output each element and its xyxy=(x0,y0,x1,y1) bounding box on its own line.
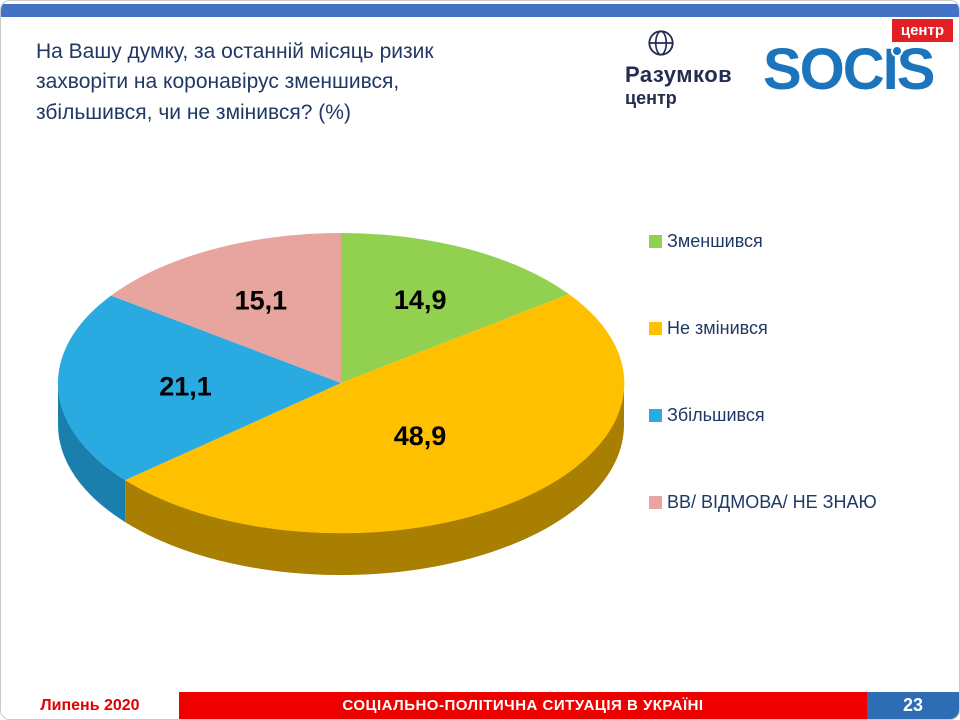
pie-slice-side xyxy=(57,383,126,523)
legend-item: Збільшився xyxy=(649,405,877,426)
pie-value-label: 14,9 xyxy=(394,285,447,315)
legend-label: Не змінився xyxy=(667,318,768,338)
pie-value-label: 21,1 xyxy=(159,371,212,401)
pie-slice-side xyxy=(125,383,624,576)
socis-logo-text: SOCIS xyxy=(763,37,936,102)
razumkov-logo-text: Разумков xyxy=(625,62,733,87)
footer-date: Липень 2020 xyxy=(1,692,179,719)
legend-swatch xyxy=(649,409,662,422)
legend-swatch xyxy=(649,496,662,509)
socis-badge: центр xyxy=(891,19,953,42)
legend-item: Не змінився xyxy=(649,318,877,339)
pie-slice xyxy=(111,233,341,383)
legend-label: Зменшився xyxy=(667,231,763,251)
footer-caption: СОЦІАЛЬНО-ПОЛІТИЧНА СИТУАЦІЯ В УКРАЇНІ xyxy=(179,692,867,719)
pie-slice xyxy=(341,233,569,383)
pie-value-label: 48,9 xyxy=(394,421,447,451)
footer-bar: Липень 2020 СОЦІАЛЬНО-ПОЛІТИЧНА СИТУАЦІЯ… xyxy=(1,692,959,719)
pie-slice xyxy=(125,294,625,534)
globe-icon xyxy=(648,30,674,56)
chart-legend: Зменшився Не змінився Збільшився ВВ/ ВІДМОВ… xyxy=(649,231,877,513)
legend-item: ВВ/ ВІДМОВА/ НЕ ЗНАЮ xyxy=(649,492,877,513)
socis-person-head-icon xyxy=(891,45,903,57)
legend-swatch xyxy=(649,235,662,248)
legend-swatch xyxy=(649,322,662,335)
legend-label: ВВ/ ВІДМОВА/ НЕ ЗНАЮ xyxy=(667,492,877,512)
page-number: 23 xyxy=(867,692,959,719)
slide-title: На Вашу думку, за останній місяць ризик … xyxy=(36,40,434,124)
top-accent-bar xyxy=(1,4,959,17)
legend-item: Зменшився xyxy=(649,231,877,252)
pie-value-label: 15,1 xyxy=(235,285,288,315)
razumkov-logo: Разумков центр xyxy=(625,29,732,109)
razumkov-logo-subtext: центр xyxy=(625,88,677,108)
pie-slice xyxy=(57,295,342,481)
socis-logo: центр SOCIS xyxy=(763,19,953,102)
legend-label: Збільшився xyxy=(667,405,765,425)
pie-chart: 14,9 48,9 21,1 15,1 xyxy=(57,233,625,576)
